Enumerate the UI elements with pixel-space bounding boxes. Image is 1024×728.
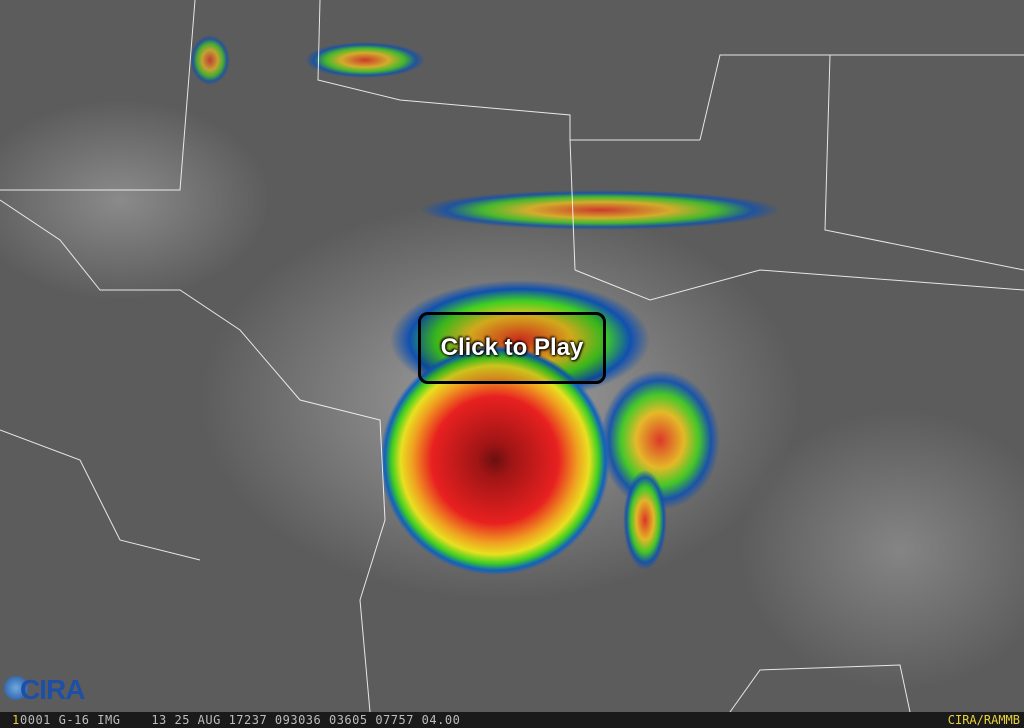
globe-icon: [4, 676, 28, 700]
satellite-image: [0, 0, 1024, 712]
play-button-label: Click to Play: [440, 334, 584, 361]
play-button[interactable]: Click to Play: [418, 312, 606, 384]
credit-label: CIRA/RAMMB: [947, 713, 1020, 727]
status-bar: 1 0001 G-16 IMG 13 25 AUG 17237 093036 0…: [0, 712, 1024, 728]
logo-text: CIRA: [20, 674, 85, 705]
frame-number: 1: [12, 713, 20, 727]
image-info: 0001 G-16 IMG 13 25 AUG 17237 093036 036…: [20, 713, 461, 727]
cira-logo: CIRA: [2, 672, 85, 706]
